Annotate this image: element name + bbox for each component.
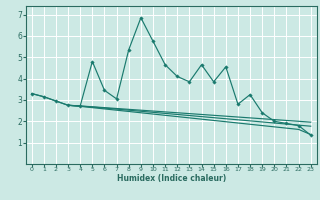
X-axis label: Humidex (Indice chaleur): Humidex (Indice chaleur) [116, 174, 226, 183]
